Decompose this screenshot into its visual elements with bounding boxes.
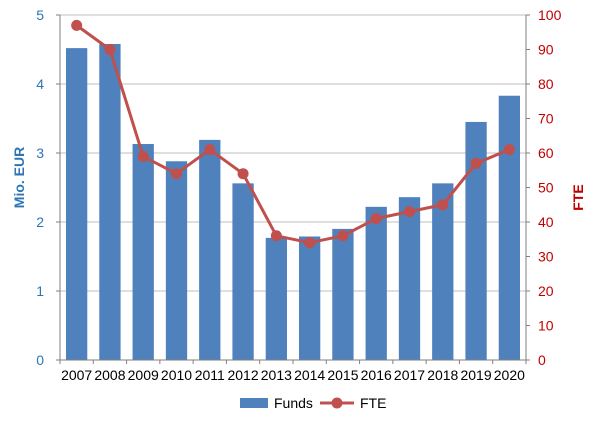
fte-point-2008 bbox=[104, 44, 116, 55]
bar-2018 bbox=[432, 183, 454, 360]
bar-2009 bbox=[132, 144, 154, 360]
bar-2008 bbox=[99, 43, 121, 360]
fte-point-2019 bbox=[470, 157, 482, 169]
x-tick-label: 2009 bbox=[128, 367, 159, 383]
bar-2012 bbox=[232, 183, 254, 360]
y-left-tick-label: 4 bbox=[36, 76, 44, 92]
x-tick-label: 2007 bbox=[61, 367, 92, 383]
y-right-tick-label: 70 bbox=[538, 111, 554, 127]
legend-fte-marker bbox=[331, 397, 343, 409]
bar-2010 bbox=[165, 161, 188, 360]
y-right-tick-label: 30 bbox=[538, 249, 554, 265]
fte-point-2011 bbox=[204, 144, 216, 156]
y-right-tick-label: 80 bbox=[538, 76, 554, 92]
y-axis-left-title: Mio. EUR bbox=[11, 147, 27, 208]
x-tick-label: 2008 bbox=[94, 367, 125, 383]
legend-fte-label: FTE bbox=[360, 395, 386, 411]
bar-2016 bbox=[365, 206, 387, 360]
fte-point-2018 bbox=[437, 199, 449, 211]
bar-2014 bbox=[298, 236, 321, 360]
y-right-tick-label: 60 bbox=[538, 145, 554, 161]
y-left-tick-label: 1 bbox=[36, 283, 44, 299]
fte-point-2012 bbox=[237, 168, 249, 180]
fte-point-2009 bbox=[137, 150, 149, 162]
fte-point-2020 bbox=[503, 144, 515, 156]
x-tick-label: 2015 bbox=[327, 367, 358, 383]
x-tick-label: 2020 bbox=[494, 367, 525, 383]
x-tick-label: 2013 bbox=[261, 367, 292, 383]
legend-funds-swatch bbox=[240, 398, 268, 408]
y-right-tick-label: 100 bbox=[538, 7, 562, 23]
y-right-tick-label: 20 bbox=[538, 283, 554, 299]
bar-2017 bbox=[398, 197, 421, 360]
fte-point-2010 bbox=[171, 168, 182, 180]
y-right-tick-label: 40 bbox=[538, 214, 554, 230]
y-left-tick-label: 3 bbox=[36, 145, 44, 161]
y-left-tick-label: 2 bbox=[36, 214, 44, 230]
fte-point-2014 bbox=[304, 237, 316, 249]
bar-2015 bbox=[332, 228, 354, 360]
x-tick-label: 2016 bbox=[361, 367, 392, 383]
y-right-tick-label: 90 bbox=[538, 42, 554, 58]
bar-2007 bbox=[65, 48, 88, 361]
bar-2019 bbox=[465, 121, 487, 360]
x-tick-label: 2011 bbox=[195, 367, 225, 383]
x-tick-label: 2017 bbox=[394, 367, 425, 383]
bar-2013 bbox=[265, 237, 288, 360]
fte-point-2015 bbox=[337, 230, 349, 242]
fte-point-2017 bbox=[404, 206, 415, 218]
x-tick-label: 2014 bbox=[294, 367, 325, 383]
x-tick-label: 2012 bbox=[227, 367, 258, 383]
y-axis-right-title: FTE bbox=[570, 184, 586, 210]
fte-point-2013 bbox=[270, 230, 282, 242]
bar-2020 bbox=[498, 95, 521, 360]
y-right-tick-label: 10 bbox=[538, 318, 554, 334]
bar-2011 bbox=[199, 139, 221, 360]
x-tick-label: 2019 bbox=[460, 367, 491, 383]
fte-line bbox=[75, 24, 510, 245]
legend-funds-label: Funds bbox=[274, 395, 313, 411]
fte-point-2007 bbox=[71, 19, 83, 31]
y-left-tick-label: 5 bbox=[36, 7, 44, 23]
fte-point-2016 bbox=[370, 213, 382, 225]
x-tick-label: 2010 bbox=[161, 367, 192, 383]
y-right-tick-label: 50 bbox=[538, 180, 554, 196]
y-left-tick-label: 0 bbox=[36, 352, 44, 368]
x-tick-label: 2018 bbox=[427, 367, 458, 383]
y-right-tick-label: 0 bbox=[538, 352, 546, 368]
